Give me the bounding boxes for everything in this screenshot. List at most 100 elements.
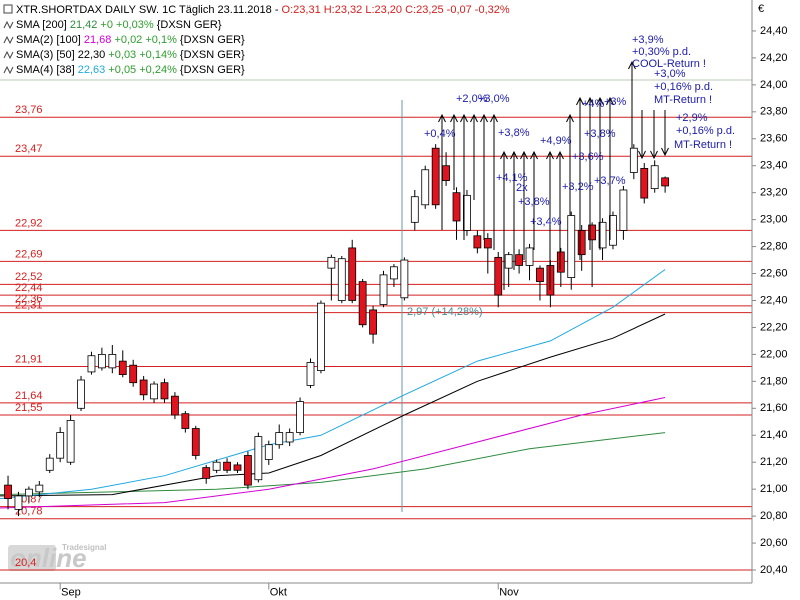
candle-body	[35, 484, 44, 493]
candle-body	[285, 432, 294, 443]
candle-body	[577, 230, 586, 256]
sma-line	[0, 432, 666, 496]
annotation: +3,0%	[654, 68, 686, 80]
legend-value: 22,63	[78, 64, 106, 76]
candle-body	[348, 247, 357, 301]
measure-label: 2,97 (+14,28%)	[407, 306, 483, 318]
level-label: 22,44	[15, 282, 43, 294]
candle-body	[536, 267, 544, 283]
legend-change: +0,02 +0,1%	[114, 34, 177, 46]
candle-body	[567, 215, 576, 278]
arrow-head	[628, 60, 636, 70]
annotation: +3,8%	[584, 128, 616, 140]
candle-body	[556, 251, 565, 273]
candle-body	[337, 258, 346, 301]
y-tick-label: 23,60	[760, 133, 788, 145]
annotation: +2,9%	[676, 112, 708, 124]
y-tick-label: 21,80	[760, 375, 788, 387]
level-label: 21,91	[15, 353, 43, 365]
x-tick-label: Okt	[270, 586, 287, 598]
annotation: +3,7%	[594, 175, 626, 187]
candle-body	[483, 238, 492, 249]
arrow-head	[586, 96, 594, 106]
legend-value: 21,68	[84, 34, 112, 46]
legend-icon	[3, 4, 13, 14]
y-tick-label: 20,80	[760, 510, 788, 522]
annotation: COOL-Return !	[632, 58, 706, 70]
candle-body	[609, 215, 617, 246]
annotation: MT-Return !	[654, 94, 712, 106]
arrow-head	[470, 113, 478, 123]
candle-body	[129, 364, 138, 384]
candle-body	[515, 254, 523, 266]
title: XTR.SHORTDAX DAILY SW. 1C Täglich 23.11.…	[16, 4, 510, 16]
candle-body	[223, 461, 231, 471]
arrow-head	[480, 113, 488, 123]
candle-body	[296, 401, 304, 433]
arrow-head	[460, 113, 468, 123]
legend-entry: SMA(2) [100] 21,68 +0,02 +0,1% {DXSN GER…	[16, 34, 245, 46]
y-tick-label: 21,40	[760, 429, 788, 441]
candle-body	[45, 457, 54, 471]
candle-body	[410, 196, 419, 223]
arrow-head	[596, 96, 604, 106]
x-tick-label: Nov	[499, 586, 519, 598]
candle-body	[598, 221, 607, 249]
level-label: 21,64	[15, 390, 43, 402]
annotation: +3%	[604, 96, 627, 108]
candle-body	[619, 189, 628, 231]
logo-box	[8, 545, 56, 571]
candle-body	[87, 355, 96, 373]
level-label: 22,36	[15, 293, 43, 305]
arrow-head	[566, 113, 574, 123]
legend-change: +0,03 +0,14%	[108, 49, 177, 61]
legend-name: SMA [200]	[16, 19, 67, 31]
annotation: +4,1%	[496, 172, 528, 184]
watermark-brand: Tradesignal	[62, 543, 106, 552]
candle-body	[98, 353, 106, 369]
candle-body	[139, 379, 148, 396]
plot-area: 23,76 23,47 22,92 22,69 22,5222,4422,3622,31…	[0, 34, 752, 571]
annotation: +3,6%	[572, 151, 604, 163]
candle-body	[118, 360, 127, 376]
arrow-head	[450, 113, 458, 123]
candle-body	[431, 147, 440, 206]
y-tick-label: 23,00	[760, 214, 788, 226]
y-tick-label: 21,60	[760, 402, 788, 414]
level-label: 22,52	[15, 271, 43, 283]
candle-body	[56, 432, 65, 459]
arrow-head	[510, 150, 518, 160]
y-tick-label: 22,80	[760, 240, 788, 252]
legend: XTR.SHORTDAX DAILY SW. 1C Täglich 23.11.…	[3, 4, 510, 76]
legend-icon	[3, 20, 14, 30]
annotation: +4,9%	[540, 135, 572, 147]
annotation: +0,4%	[424, 128, 456, 140]
legend-icon	[3, 65, 14, 75]
legend-name: SMA(2) [100]	[16, 34, 81, 46]
candle-body	[212, 461, 221, 471]
y-tick-label: 22,20	[760, 321, 788, 333]
y-tick-label: 24,40	[760, 25, 788, 37]
candle-body	[233, 464, 242, 471]
candle-body	[66, 420, 75, 463]
legend-icon	[3, 50, 14, 60]
arrow-head	[556, 150, 564, 160]
level-label: 23,47	[15, 143, 43, 155]
legend-source: {DXSN GER}	[180, 64, 245, 76]
annotation: +4%	[582, 98, 605, 110]
annotation: +0,16% p.d.	[676, 125, 735, 137]
legend-value: 21,42	[70, 19, 98, 31]
arrow-head	[438, 113, 446, 123]
legend-icon	[3, 35, 14, 45]
candle-body	[150, 383, 158, 400]
candle-body	[390, 266, 398, 280]
candle-body	[181, 413, 190, 429]
candle-body	[369, 309, 377, 335]
candle-body	[504, 254, 513, 269]
candle-body	[191, 428, 200, 456]
sma-line	[0, 313, 666, 497]
annotation: +3,8%	[498, 127, 530, 139]
legend-name: SMA(3) [50]	[16, 49, 75, 61]
candle-body	[358, 281, 367, 326]
arrow-head	[606, 96, 614, 106]
